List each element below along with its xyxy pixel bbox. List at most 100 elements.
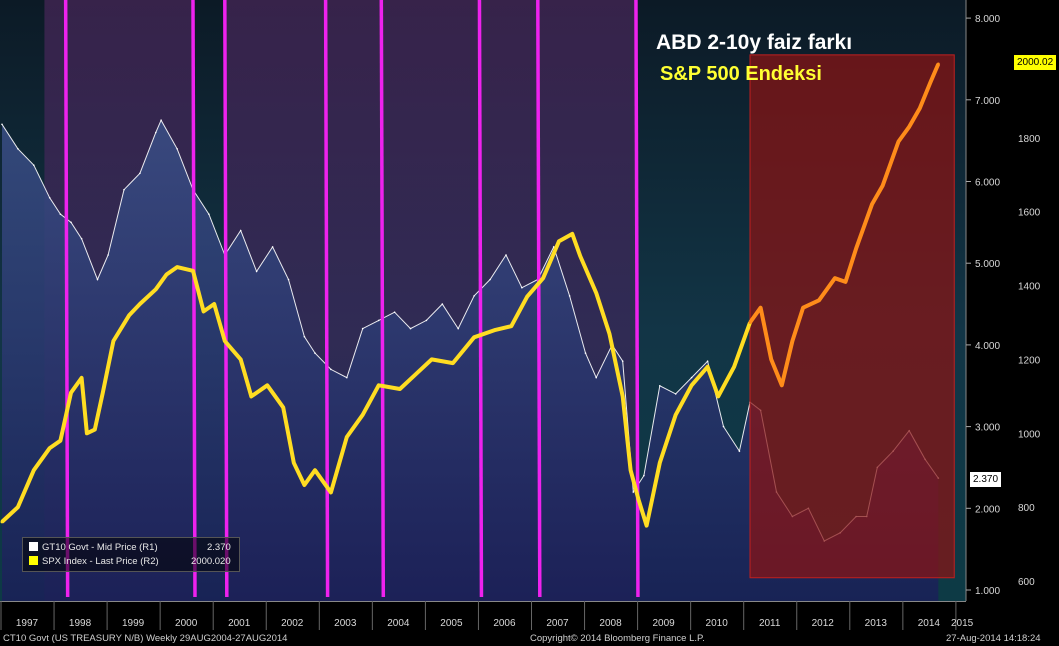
yield-area-fill	[2, 120, 939, 601]
vertical-line-1	[191, 0, 197, 598]
spx-series	[0, 62, 941, 528]
yield-point-20	[287, 278, 290, 281]
x-tick-label-4: 2001	[228, 618, 251, 629]
yield-point-26	[377, 319, 380, 322]
yield-point-3	[48, 197, 51, 199]
spx-point-0	[0, 520, 4, 524]
spx-point-66	[881, 184, 885, 188]
spx-point-2	[32, 468, 36, 472]
y-inner-tick-label-5: 1000	[1018, 429, 1041, 440]
footer-security-info: CT10 Govt (US TREASURY N/B) Weekly 29AUG…	[3, 633, 288, 644]
yield-point-35	[521, 286, 523, 289]
spx-point-67	[897, 140, 900, 143]
spx-point-50	[674, 413, 678, 417]
x-tick-label-0: 1997	[16, 618, 39, 629]
spx-point-62	[833, 276, 837, 280]
spx-point-13	[154, 287, 158, 291]
legend-label-yield: GT10 Govt - Mid Price (R1)	[42, 542, 158, 553]
spx-point-39	[541, 276, 545, 280]
y-outer-tick-label-3: 5.000	[975, 259, 1000, 270]
y-outer-tick-label-4: 4.000	[975, 341, 1000, 352]
x-tick-label-5: 2002	[281, 618, 304, 629]
footer-timestamp: 27-Aug-2014 14:18:24	[946, 633, 1041, 644]
spx-point-37	[509, 324, 513, 328]
yield-point-1	[17, 148, 19, 150]
spx-point-44	[607, 332, 611, 336]
spx-point-32	[414, 372, 418, 376]
yield-point-32	[473, 295, 475, 297]
spx-point-3	[48, 446, 52, 450]
yield-point-2	[33, 164, 35, 166]
legend-swatch-yield	[29, 542, 38, 551]
yield-point-5	[70, 221, 72, 224]
spx-point-8	[93, 428, 97, 432]
yield-point-28	[409, 327, 412, 330]
spx-point-24	[292, 461, 296, 465]
vertical-line-4	[379, 0, 386, 598]
yield-point-45	[659, 385, 661, 387]
spx-last-value-badge: 2000.02	[1014, 55, 1057, 70]
x-tick-label-3: 2000	[175, 618, 198, 629]
yield-point-49	[722, 425, 725, 428]
yield-point-17	[239, 229, 242, 232]
spx-point-38	[525, 295, 529, 299]
spx-point-18	[212, 302, 216, 306]
y-inner-tick-label-3: 1400	[1018, 282, 1041, 293]
y-outer-tick-label-2: 6.000	[975, 178, 1000, 189]
x-tick-label-11: 2008	[599, 618, 622, 629]
spx-point-43	[594, 291, 598, 295]
y-inner-tick-label-1: 1800	[1018, 134, 1041, 145]
spx-point-54	[732, 365, 736, 369]
legend-item-spx: SPX Index - Last Price (R2) 2000.020	[29, 555, 231, 569]
yield-point-24	[346, 376, 348, 379]
yield-point-34	[505, 254, 507, 256]
x-tick-label-17: 2014	[918, 618, 941, 629]
legend-label-spx: SPX Index - Last Price (R2)	[42, 556, 159, 567]
x-tick-label-6: 2003	[334, 618, 357, 629]
spx-point-40	[557, 239, 561, 243]
spx-point-46	[629, 468, 633, 472]
vertical-line-6	[536, 0, 542, 598]
spx-point-64	[854, 247, 858, 251]
spx-point-48	[645, 524, 649, 528]
x-tick-label-8: 2005	[440, 618, 463, 629]
yield-point-4	[59, 213, 62, 215]
spx-point-22	[265, 383, 269, 387]
vertical-line-7	[634, 0, 640, 598]
spx-point-20	[239, 357, 243, 361]
yield-point-39	[584, 352, 587, 354]
yield-point-38	[568, 295, 571, 297]
yield-point-37	[552, 246, 555, 248]
yield-point-27	[393, 311, 396, 314]
spx-point-47	[637, 498, 641, 502]
yield-point-42	[621, 360, 624, 363]
spx-point-16	[191, 269, 195, 273]
annotation-index-title: S&P 500 Endeksi	[660, 63, 822, 85]
spx-point-33	[430, 357, 434, 361]
spx-point-52	[706, 365, 710, 369]
spx-point-4	[58, 439, 62, 443]
legend-value-yield: 2.370	[207, 542, 231, 553]
vertical-line-5	[477, 0, 484, 598]
spx-point-27	[329, 490, 333, 494]
x-tick-label-10: 2007	[546, 618, 569, 629]
spx-point-6	[80, 376, 84, 380]
spx-point-29	[361, 413, 365, 417]
highlight-box	[749, 54, 955, 579]
spx-point-21	[249, 394, 253, 398]
spx-point-60	[801, 306, 805, 310]
yield-point-15	[208, 213, 210, 215]
spx-point-51	[690, 383, 694, 387]
x-tick-label-7: 2004	[387, 618, 410, 629]
yield-point-12	[160, 119, 162, 121]
spx-point-31	[398, 387, 402, 391]
yield-point-21	[303, 335, 306, 338]
spx-point-61	[817, 298, 821, 302]
x-tick-label-13: 2010	[706, 618, 729, 629]
yield-last-value-badge: 2.370	[970, 472, 1002, 487]
spx-point-57	[769, 357, 773, 361]
legend-item-yield: GT10 Govt - Mid Price (R1) 2.370	[29, 541, 231, 555]
spx-point-28	[345, 435, 349, 439]
